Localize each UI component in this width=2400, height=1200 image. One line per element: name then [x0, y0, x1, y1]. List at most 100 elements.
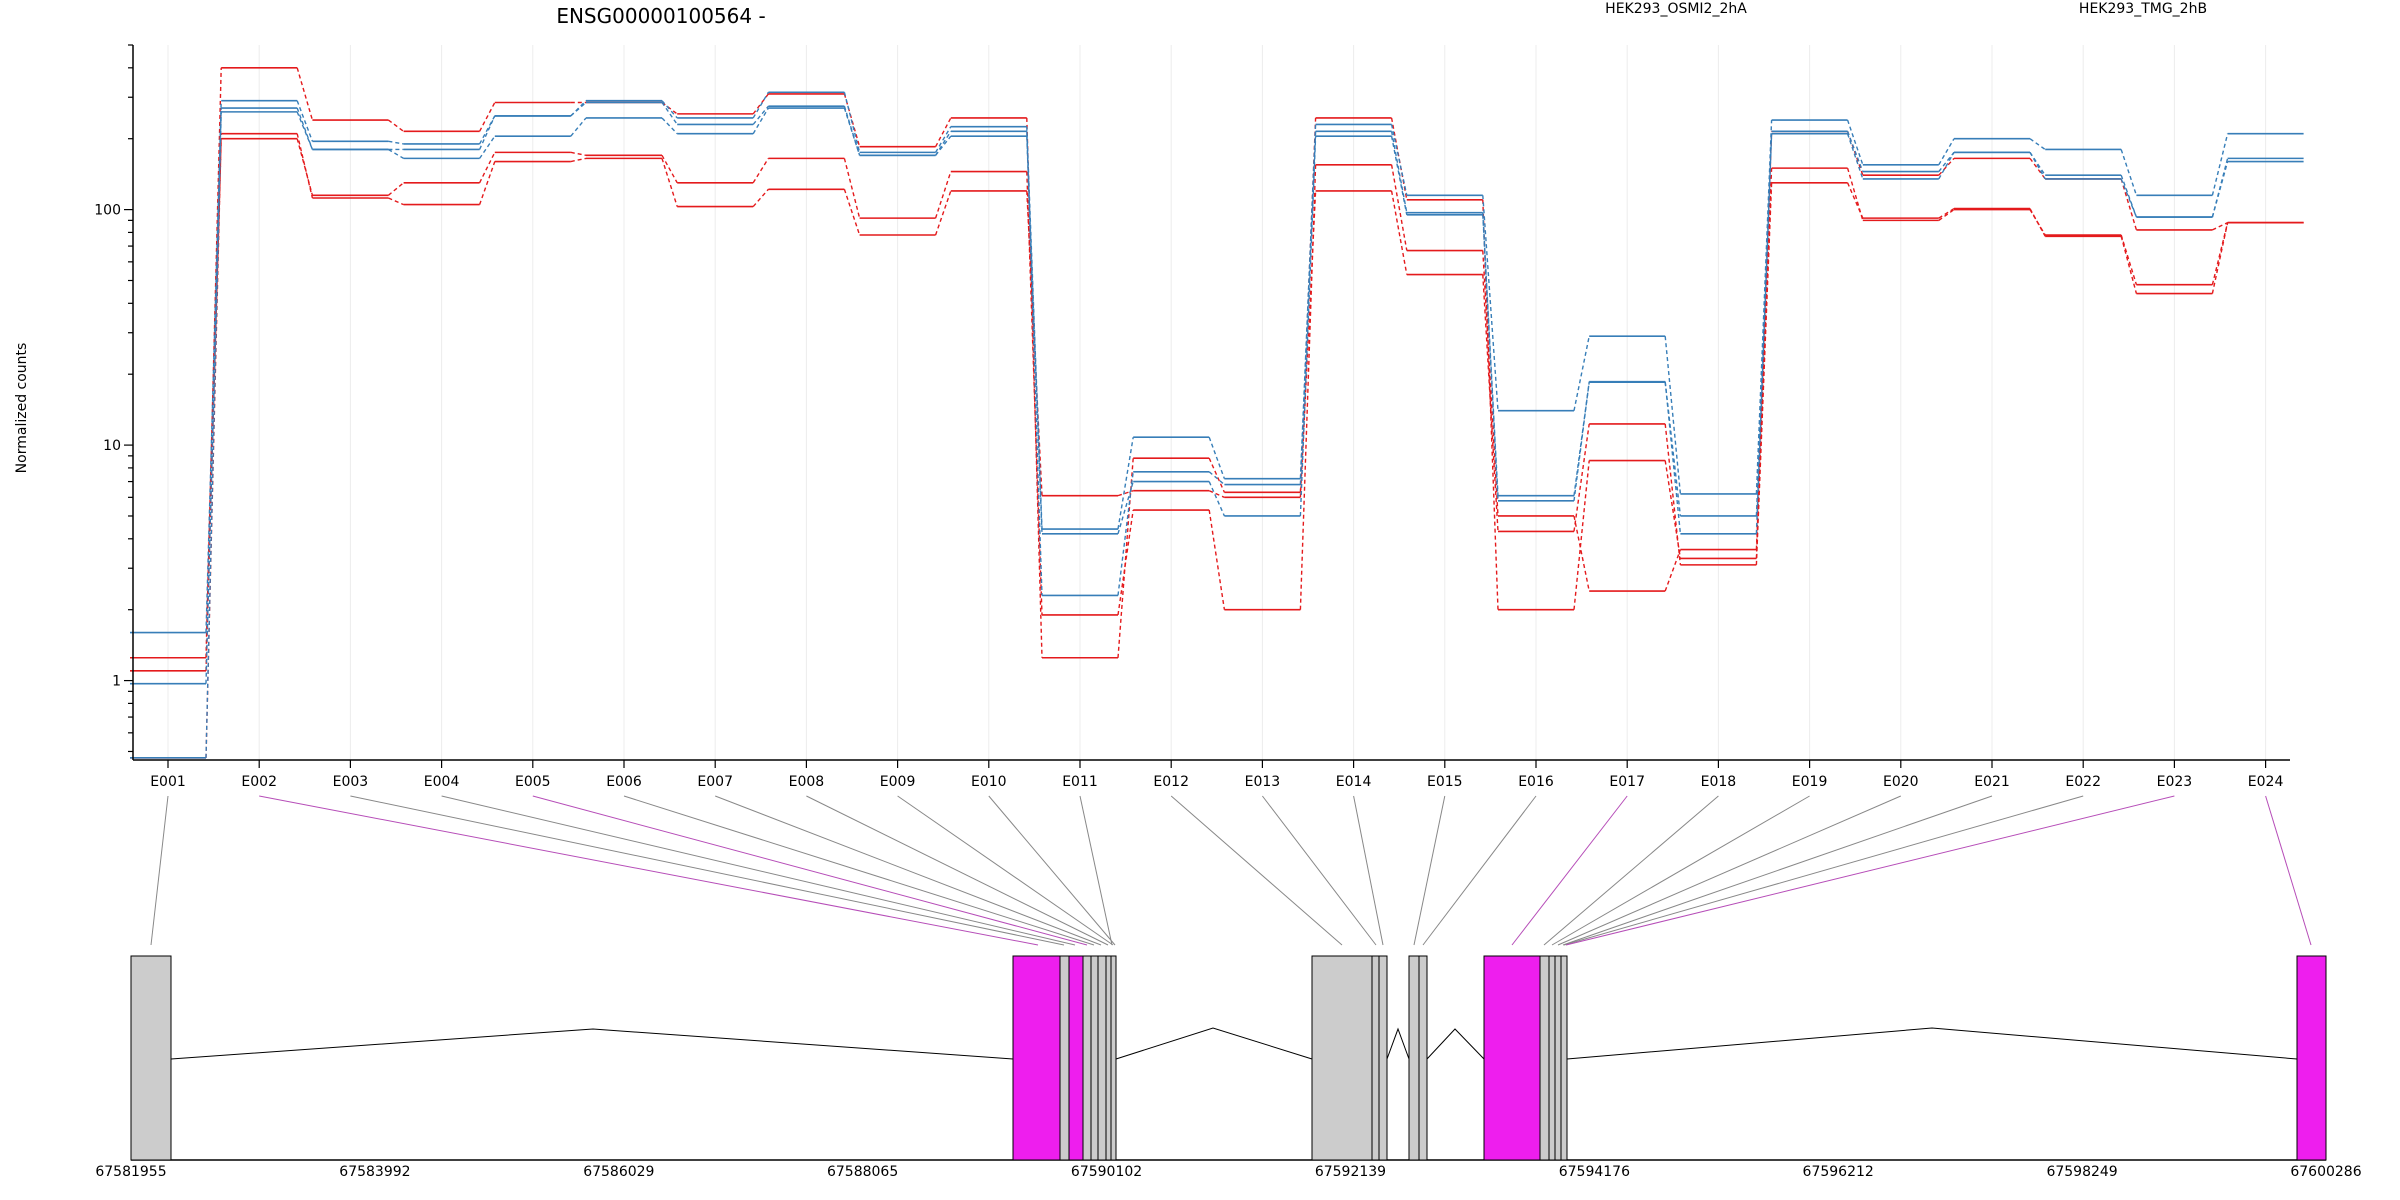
exon-box	[1418, 955, 1428, 1161]
exon-connector	[1565, 795, 2175, 946]
series-transition	[1846, 119, 1864, 166]
series-transition	[1664, 381, 1682, 534]
y-axis-label: Normalized counts	[14, 343, 30, 474]
x-tick-label: E020	[1883, 774, 1919, 790]
intron-line	[170, 1028, 1014, 1060]
gene-coordinate-label: 67592139	[1315, 1164, 1386, 1180]
series-transition	[570, 117, 587, 137]
series-transition	[752, 105, 769, 125]
series-transition	[843, 158, 861, 219]
series-transition	[661, 102, 678, 125]
series-5	[130, 107, 2304, 759]
x-tick-label: E016	[1518, 774, 1554, 790]
y-tick-label: 100	[94, 203, 121, 219]
series-transition	[2212, 222, 2228, 231]
x-tick-label: E007	[697, 774, 733, 790]
exon-connector	[1562, 795, 1993, 946]
series-transition	[752, 188, 769, 208]
series-transition	[1482, 195, 1499, 411]
series-transition	[752, 158, 769, 184]
series-transition	[1573, 336, 1590, 411]
series-transition	[1573, 382, 1590, 496]
series-transition	[934, 126, 952, 153]
x-tick-label: E019	[1792, 774, 1828, 790]
exon-box	[1560, 955, 1568, 1161]
x-tick-label: E005	[515, 774, 551, 790]
series-transition	[1846, 167, 1864, 221]
series-transition	[1482, 212, 1499, 496]
exon-connector	[1262, 795, 1377, 946]
series-transition	[570, 157, 587, 163]
exon-box	[1539, 955, 1550, 1161]
exon-connector	[1079, 795, 1113, 946]
exon-connector	[1551, 795, 1810, 946]
series-transition	[661, 101, 678, 115]
series-transition	[1938, 138, 1955, 166]
exon-connector	[1353, 795, 1384, 946]
gene-coordinate-label: 67590102	[1071, 1164, 1142, 1180]
series-transition	[843, 107, 861, 156]
series-transition	[2029, 208, 2046, 237]
exon-connector	[1413, 795, 1446, 946]
series-transition	[296, 67, 314, 121]
series-transition	[2120, 178, 2138, 231]
series-transition	[478, 115, 496, 145]
x-tick-label: E009	[880, 774, 916, 790]
series-transition	[935, 130, 952, 156]
series-transition	[1390, 124, 1408, 196]
intron-line	[1566, 1027, 2298, 1060]
series-transition	[1664, 423, 1682, 565]
exon-box	[1059, 955, 1070, 1161]
x-tick-label: E024	[2248, 774, 2284, 790]
series-transition	[661, 117, 678, 135]
exon-connectors	[150, 795, 2312, 946]
series-transition	[570, 101, 587, 117]
series-transition	[934, 117, 952, 148]
series-transition	[1208, 481, 1226, 517]
exon-box	[2296, 955, 2327, 1161]
series-transition	[1117, 490, 1134, 497]
gene-coordinate-label: 67594176	[1559, 1164, 1630, 1180]
series-transition	[478, 161, 496, 205]
series-transition	[388, 148, 404, 159]
x-tick-label: E001	[150, 774, 186, 790]
series-transition	[1208, 436, 1226, 479]
series-transition	[1573, 381, 1590, 501]
series-transition	[843, 92, 861, 153]
series-transition	[1208, 490, 1225, 498]
series-transition	[1117, 509, 1134, 616]
series-transition	[570, 151, 587, 157]
exon-connector	[1557, 795, 1901, 946]
series-transition	[2120, 236, 2138, 294]
axes: 1 10 100 E001 E002 E003 E004 E005 E006 E007 E008 E0…	[94, 44, 2290, 790]
x-tick-label: E013	[1245, 774, 1281, 790]
series-transition	[1208, 471, 1225, 486]
series-transition	[1664, 460, 1682, 559]
series-transition	[1026, 136, 1043, 534]
exon-connector	[1563, 795, 2084, 946]
exon-connector	[2265, 795, 2312, 946]
x-tick-label: E022	[2065, 774, 2101, 790]
series-transition	[661, 100, 678, 119]
series-transition	[479, 135, 496, 159]
series-transition	[1026, 171, 1043, 615]
exon-box	[1408, 955, 1420, 1161]
series-transition	[2029, 157, 2046, 180]
exon-box	[130, 955, 172, 1161]
series-transition	[1938, 157, 1955, 176]
exon-box	[1110, 955, 1117, 1161]
x-tick-label: E004	[424, 774, 460, 790]
series-3	[130, 91, 2304, 634]
exon-connector	[532, 795, 1088, 946]
series-transition	[478, 115, 496, 150]
series-transition	[2029, 152, 2046, 180]
x-tick-label: E021	[1974, 774, 2010, 790]
series-transition	[1482, 250, 1499, 517]
x-tick-label: E012	[1153, 774, 1189, 790]
exon-box	[1012, 955, 1061, 1161]
legend-label-0: HEK293_OSMI2_2hA	[1605, 1, 1747, 17]
y-tick-label: 10	[103, 438, 121, 454]
series-transition	[752, 91, 770, 119]
gene-coordinate-label: 67581955	[95, 1164, 166, 1180]
intron-line	[1115, 1027, 1313, 1060]
